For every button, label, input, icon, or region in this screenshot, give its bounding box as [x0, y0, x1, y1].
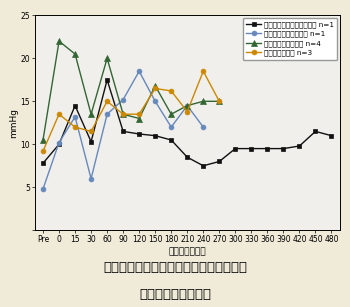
- 横臥位：イソフルレン n=1: [105, 112, 109, 116]
- 横臥位：イソフルレン n=1: [41, 187, 45, 191]
- 横臥位：キシラジン n=4: [137, 117, 141, 120]
- 牛脳手術台：イソフルレン n=1: [73, 104, 77, 107]
- 横臥位：キシラジン n=4: [57, 39, 61, 43]
- 横臥位：無麻酔 n=3: [41, 149, 45, 153]
- 横臥位：イソフルレン n=1: [169, 125, 173, 129]
- 横臥位：無麻酔 n=3: [153, 87, 157, 90]
- 横臥位：キシラジン n=4: [89, 112, 93, 116]
- Legend: 牛脳手術台：イソフルレン n=1, 横臥位：イソフルレン n=1, 横臥位：キシラジン n=4, 横臥位：無麻酔 n=3: 牛脳手術台：イソフルレン n=1, 横臥位：イソフルレン n=1, 横臥位：キシ…: [243, 17, 337, 60]
- 横臥位：キシラジン n=4: [169, 112, 173, 116]
- Text: 図３　全身吸入麻酔下での牛の平均脳圧: 図３ 全身吸入麻酔下での牛の平均脳圧: [103, 261, 247, 274]
- 牛脳手術台：イソフルレン n=1: [313, 130, 317, 133]
- 横臥位：キシラジン n=4: [217, 99, 222, 103]
- 横臥位：イソフルレン n=1: [201, 125, 205, 129]
- 牛脳手術台：イソフルレン n=1: [169, 138, 173, 142]
- 牛脳手術台：イソフルレン n=1: [153, 134, 157, 138]
- Y-axis label: mmHg: mmHg: [9, 108, 18, 138]
- 牛脳手術台：イソフルレン n=1: [105, 78, 109, 82]
- 横臥位：無麻酔 n=3: [105, 99, 109, 103]
- 横臥位：キシラジン n=4: [73, 52, 77, 56]
- 横臥位：キシラジン n=4: [121, 112, 125, 116]
- 横臥位：キシラジン n=4: [201, 99, 205, 103]
- Line: 牛脳手術台：イソフルレン n=1: 牛脳手術台：イソフルレン n=1: [41, 77, 334, 168]
- 横臥位：無麻酔 n=3: [137, 112, 141, 116]
- 横臥位：無麻酔 n=3: [217, 99, 222, 103]
- 横臥位：イソフルレン n=1: [121, 98, 125, 101]
- 横臥位：イソフルレン n=1: [57, 141, 61, 144]
- 横臥位：キシラジン n=4: [153, 84, 157, 88]
- 牛脳手術台：イソフルレン n=1: [57, 142, 61, 146]
- 牛脳手術台：イソフルレン n=1: [217, 160, 222, 163]
- 横臥位：キシラジン n=4: [185, 104, 189, 107]
- 横臥位：無麻酔 n=3: [89, 130, 93, 133]
- 横臥位：イソフルレン n=1: [153, 99, 157, 103]
- 横臥位：無麻酔 n=3: [73, 125, 77, 129]
- 横臥位：無麻酔 n=3: [185, 110, 189, 114]
- 牛脳手術台：イソフルレン n=1: [329, 134, 334, 138]
- 牛脳手術台：イソフルレン n=1: [265, 147, 270, 150]
- Line: 横臥位：イソフルレン n=1: 横臥位：イソフルレン n=1: [41, 69, 206, 192]
- 横臥位：無麻酔 n=3: [57, 112, 61, 116]
- 横臥位：イソフルレン n=1: [137, 69, 141, 73]
- 横臥位：イソフルレン n=1: [89, 177, 93, 181]
- 横臥位：キシラジン n=4: [41, 138, 45, 142]
- 牛脳手術台：イソフルレン n=1: [233, 147, 237, 150]
- 牛脳手術台：イソフルレン n=1: [121, 130, 125, 133]
- 横臥位：無麻酔 n=3: [169, 89, 173, 93]
- 横臥位：無麻酔 n=3: [201, 69, 205, 73]
- 横臥位：無麻酔 n=3: [121, 112, 125, 116]
- 牛脳手術台：イソフルレン n=1: [137, 132, 141, 136]
- 横臥位：キシラジン n=4: [105, 56, 109, 60]
- 牛脳手術台：イソフルレン n=1: [89, 140, 93, 144]
- 牛脳手術台：イソフルレン n=1: [281, 147, 286, 150]
- X-axis label: 経過時間（分）: 経過時間（分）: [168, 247, 206, 256]
- 横臥位：イソフルレン n=1: [73, 115, 77, 119]
- Line: 横臥位：無麻酔 n=3: 横臥位：無麻酔 n=3: [41, 69, 222, 154]
- Text: （硬膜外圧）の推移: （硬膜外圧）の推移: [139, 288, 211, 301]
- 牛脳手術台：イソフルレン n=1: [201, 164, 205, 168]
- 牛脳手術台：イソフルレン n=1: [298, 144, 302, 148]
- 横臥位：イソフルレン n=1: [185, 104, 189, 107]
- 牛脳手術台：イソフルレン n=1: [185, 155, 189, 159]
- 牛脳手術台：イソフルレン n=1: [249, 147, 253, 150]
- 牛脳手術台：イソフルレン n=1: [41, 161, 45, 165]
- Line: 横臥位：キシラジン n=4: 横臥位：キシラジン n=4: [40, 38, 223, 143]
